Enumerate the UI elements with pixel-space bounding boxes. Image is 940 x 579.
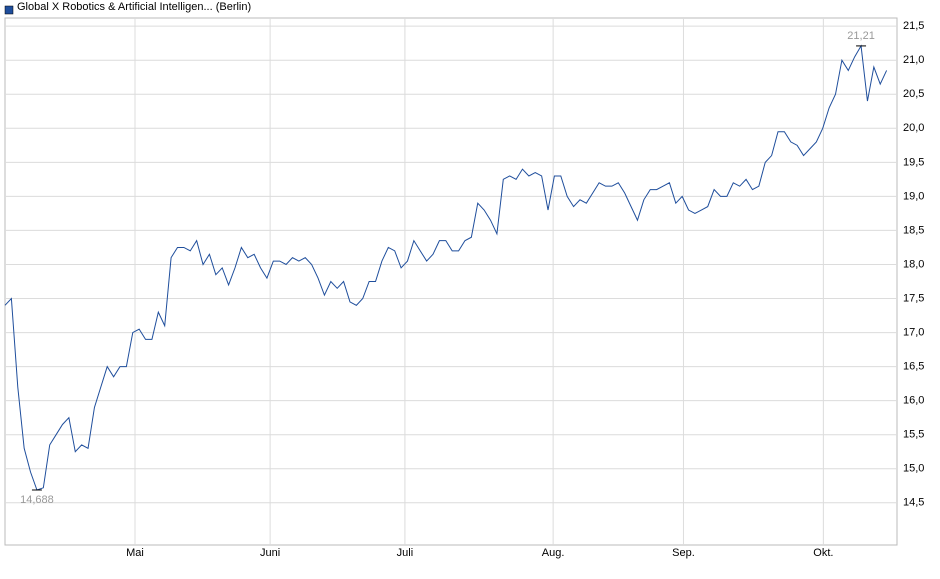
- x-tick-label: Sep.: [672, 547, 695, 559]
- x-tick-label: Juni: [260, 547, 280, 559]
- y-tick-label: 21,5: [903, 20, 924, 32]
- legend-label: Global X Robotics & Artificial Intellige…: [17, 1, 251, 13]
- y-tick-label: 18,0: [903, 258, 924, 270]
- y-tick-label: 16,5: [903, 361, 924, 373]
- plot-frame: [4, 17, 898, 546]
- x-tick-label: Mai: [126, 547, 144, 559]
- y-tick-label: 17,0: [903, 326, 924, 338]
- price-line: [4, 44, 888, 491]
- y-tick-label: 16,0: [903, 395, 924, 407]
- x-tick-label: Okt.: [813, 547, 833, 559]
- legend-swatch: [4, 5, 14, 15]
- y-tick-label: 20,5: [903, 88, 924, 100]
- y-tick-label: 17,5: [903, 292, 924, 304]
- x-tick-label: Aug.: [542, 547, 565, 559]
- y-tick-label: 18,5: [903, 224, 924, 236]
- y-tick-label: 15,0: [903, 463, 924, 475]
- annotation-label: 21,21: [847, 30, 875, 42]
- x-tick-label: Juli: [397, 547, 414, 559]
- y-tick-label: 19,5: [903, 156, 924, 168]
- y-tick-label: 20,0: [903, 122, 924, 134]
- y-tick-label: 21,0: [903, 54, 924, 66]
- annotation-label: 14,688: [20, 494, 54, 506]
- y-tick-label: 19,0: [903, 190, 924, 202]
- y-tick-label: 14,5: [903, 497, 924, 509]
- y-tick-label: 15,5: [903, 429, 924, 441]
